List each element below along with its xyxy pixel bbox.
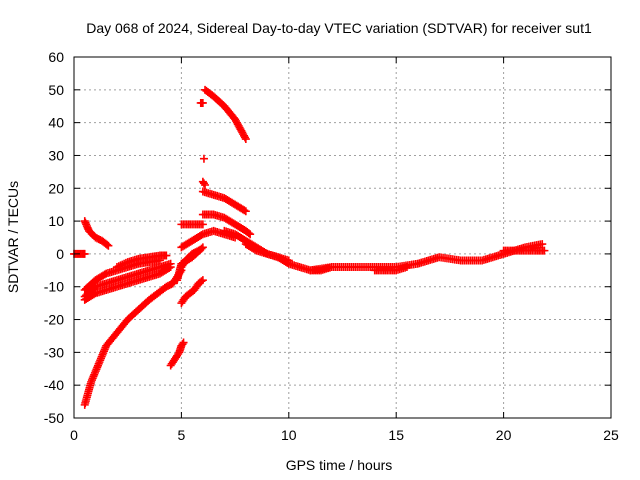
y-tick-label: 10	[48, 213, 64, 229]
data-point	[178, 340, 187, 349]
series-arc-r	[196, 98, 207, 107]
series-arc-e	[80, 256, 164, 295]
data-point	[402, 263, 411, 272]
data-point	[162, 251, 171, 260]
y-tick-label: 40	[48, 115, 64, 131]
data-point	[199, 179, 208, 188]
y-tick-label: 30	[48, 147, 64, 163]
data-points	[70, 85, 549, 409]
data-point	[166, 263, 175, 272]
y-tick-label: -10	[44, 279, 64, 295]
data-point	[240, 133, 249, 142]
y-tick-label: -50	[44, 410, 64, 426]
series-arc-n	[198, 210, 255, 239]
data-point	[103, 240, 112, 249]
data-point	[284, 256, 293, 265]
y-tick-label: -40	[44, 377, 64, 393]
series-arc-w	[370, 263, 411, 275]
data-point	[114, 262, 123, 271]
series-arc-k	[177, 246, 203, 272]
series-arc-s	[201, 85, 250, 144]
x-tick-label: 20	[496, 427, 512, 443]
data-point	[244, 229, 253, 238]
series-arc-o	[198, 187, 250, 216]
data-point	[121, 258, 130, 267]
data-point	[241, 135, 250, 144]
plot-frame	[73, 56, 612, 419]
data-point	[198, 220, 207, 229]
series-arc-c	[80, 266, 186, 409]
data-point	[241, 207, 250, 216]
series-arc-g	[112, 251, 171, 272]
series-arc-l	[177, 220, 207, 229]
x-tick-label: 25	[603, 427, 619, 443]
data-point	[198, 243, 207, 252]
data-point	[118, 260, 127, 269]
data-point	[179, 338, 188, 347]
data-point	[120, 259, 129, 268]
series-arc-u	[241, 240, 293, 265]
data-point	[198, 98, 207, 107]
x-tick-label: 10	[281, 427, 297, 443]
data-point	[194, 246, 203, 255]
series-arc-q	[199, 154, 208, 163]
series-arc-h	[166, 338, 188, 370]
y-tick-label: 60	[48, 49, 64, 65]
y-tick-label: -30	[44, 344, 64, 360]
series-arc-x	[499, 246, 549, 255]
data-point	[540, 246, 549, 255]
data-point	[80, 249, 89, 258]
x-tick-label: 15	[388, 427, 404, 443]
chart-title: Day 068 of 2024, Sidereal Day-to-day VTE…	[86, 20, 592, 36]
data-point	[116, 261, 125, 270]
y-tick-label: 0	[56, 246, 64, 262]
grid-lines	[74, 57, 611, 418]
y-tick-label: -20	[44, 312, 64, 328]
data-point	[201, 180, 210, 189]
data-point	[197, 277, 206, 286]
x-tick-label: 0	[70, 427, 78, 443]
x-tick-label: 5	[178, 427, 186, 443]
data-point	[104, 241, 113, 250]
data-point	[246, 230, 255, 239]
x-axis-label: GPS time / hours	[286, 457, 393, 473]
axis-ticks: -50 -40 -30 -20 -10 0 10 20 30 40 50 60 0 5 10 15 20 25	[44, 49, 619, 443]
series-arc-b	[80, 217, 113, 250]
data-point	[192, 247, 201, 256]
series-arc-i	[177, 276, 207, 308]
data-point	[165, 263, 174, 272]
data-point	[199, 154, 208, 163]
series-arc-f	[80, 263, 175, 304]
y-tick-label: 50	[48, 82, 64, 98]
data-point	[240, 206, 249, 215]
y-axis-label: SDTVAR / TECUs	[5, 181, 21, 293]
series-arc-p	[198, 177, 210, 189]
data-point	[112, 263, 121, 272]
y-tick-label: 20	[48, 180, 64, 196]
data-point	[198, 276, 207, 285]
